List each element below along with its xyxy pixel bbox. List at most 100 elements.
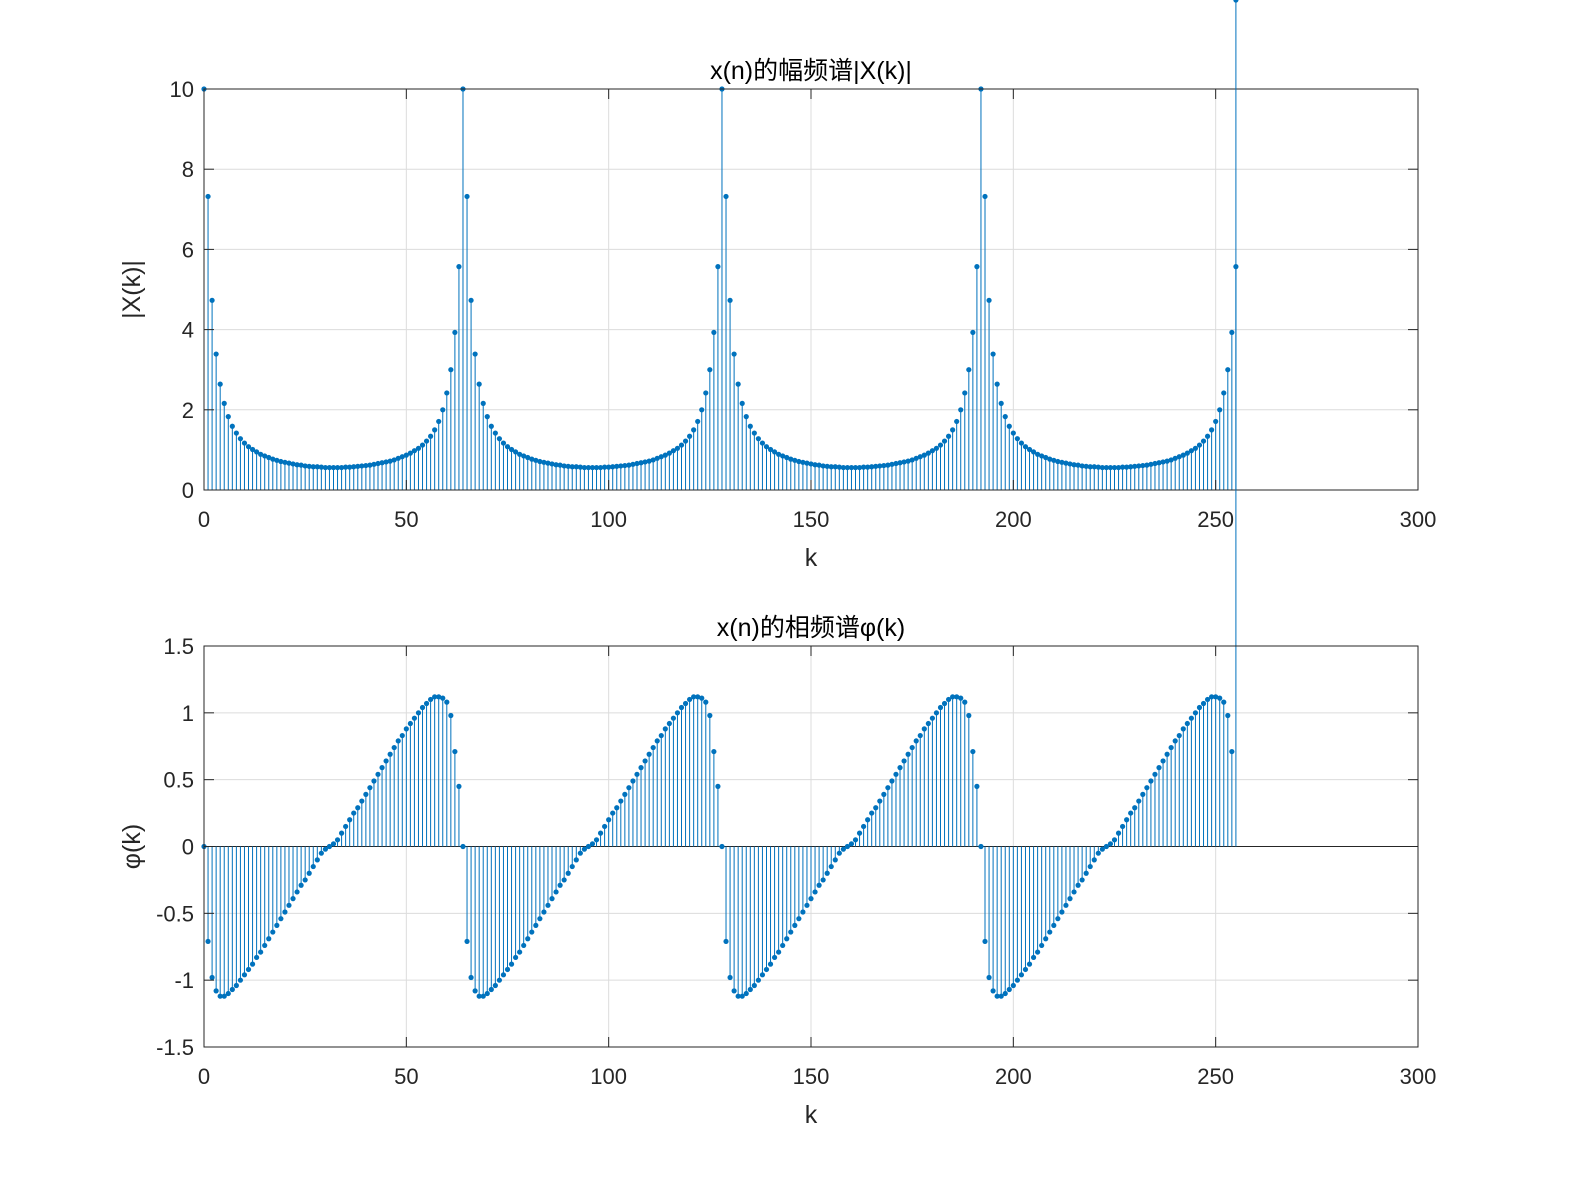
stem-marker <box>840 846 846 852</box>
stem-marker <box>905 458 911 464</box>
chart-title: x(n)的幅频谱|X(k)| <box>710 57 912 85</box>
stem-marker <box>954 694 960 700</box>
stem-marker <box>703 390 709 396</box>
stem-marker <box>1233 0 1239 3</box>
stem-marker <box>699 407 705 413</box>
stem-marker <box>278 916 284 922</box>
stem-marker <box>1091 857 1097 863</box>
stem-marker <box>1006 986 1012 993</box>
stem-marker <box>695 694 701 700</box>
stem-marker <box>614 463 620 469</box>
stem-marker <box>893 771 899 777</box>
stem-marker <box>707 367 713 373</box>
stem-marker <box>610 810 616 816</box>
stem-marker <box>1067 461 1073 467</box>
stem-marker <box>1217 407 1223 413</box>
stem-marker <box>545 460 551 466</box>
stem-marker <box>593 464 600 471</box>
stem-marker <box>213 988 219 994</box>
stem-marker <box>962 699 968 705</box>
stem-marker <box>824 463 830 469</box>
phase-spectrum-plot: 0 50 100 150 200 250 300-1.5-1-0.500.511.5 x(n… <box>118 0 1436 1129</box>
stem-marker <box>1172 455 1178 461</box>
stem-marker <box>682 438 689 444</box>
stem-marker <box>383 459 389 465</box>
stem-marker <box>419 704 426 711</box>
stem-marker <box>359 798 365 804</box>
stem-marker <box>1026 446 1033 453</box>
stem-marker <box>921 452 927 458</box>
stem-marker <box>1051 457 1057 463</box>
stem-marker <box>1115 464 1122 471</box>
stem-marker <box>314 857 320 863</box>
stem-marker <box>355 805 361 811</box>
stem-marker <box>771 449 778 455</box>
stem-marker <box>1184 450 1190 456</box>
stem-marker <box>784 936 790 942</box>
stem-marker <box>322 464 328 471</box>
stem-marker <box>1022 966 1029 973</box>
stem-marker <box>379 460 385 466</box>
stem-marker <box>646 458 652 464</box>
stem-marker <box>205 938 211 945</box>
stem-marker <box>326 843 333 850</box>
stem-marker <box>310 863 316 870</box>
stem-marker <box>322 846 328 852</box>
stem-marker <box>897 460 903 466</box>
stem-marker <box>974 783 980 789</box>
stem-marker <box>351 810 357 816</box>
stem-marker <box>933 710 940 716</box>
stem-marker <box>444 390 450 396</box>
stem-marker <box>1039 453 1045 459</box>
stem-marker <box>581 464 587 471</box>
axis-ticks: 0 50 100 150 200 250 300 -1.5 -1 -0.5 0 0.5 1 1.5 <box>156 634 1436 1089</box>
stem-marker <box>1071 889 1077 895</box>
x-tick-label: 50 <box>394 507 418 532</box>
stem-marker <box>816 882 822 888</box>
y-tick-label: 2 <box>182 398 194 423</box>
stem-marker <box>1152 460 1158 467</box>
stem-marker <box>545 902 551 908</box>
stem-marker <box>330 464 337 471</box>
stem-marker <box>1140 791 1146 797</box>
stem-marker <box>1022 444 1029 450</box>
stem-marker <box>488 986 494 993</box>
stem-marker <box>1156 460 1162 466</box>
stem-marker <box>387 751 393 757</box>
stem-marker <box>403 726 409 732</box>
stem-marker <box>840 464 846 471</box>
x-tick-label: 200 <box>995 1064 1032 1089</box>
stem-marker <box>504 966 511 973</box>
stem-marker <box>302 463 308 469</box>
stem-marker <box>573 464 579 470</box>
stem-marker <box>614 805 620 811</box>
stem-marker <box>917 732 923 739</box>
stem-marker <box>626 462 632 468</box>
stem-marker <box>1026 961 1033 967</box>
stem-marker <box>577 464 583 470</box>
stem-marker <box>747 986 753 993</box>
stem-marker <box>682 700 689 707</box>
stem-marker <box>950 694 956 700</box>
stem-marker <box>622 462 628 469</box>
stem-marker <box>330 841 337 847</box>
stem-marker <box>1119 823 1126 830</box>
stem-marker <box>225 414 231 420</box>
x-axis-label: k <box>805 544 818 572</box>
stem-marker <box>407 720 413 727</box>
stem-marker <box>755 436 761 442</box>
stem-marker <box>428 696 434 703</box>
stem-marker <box>533 922 539 928</box>
stem-marker <box>436 418 442 425</box>
stem-marker <box>448 367 454 373</box>
stem-marker <box>954 418 960 425</box>
stem-marker <box>1035 451 1041 457</box>
stem-marker <box>796 458 802 465</box>
stem-marker <box>767 446 774 453</box>
stem-marker <box>1063 902 1069 908</box>
stem-marker <box>788 929 794 935</box>
stem-marker <box>848 841 855 847</box>
stem-marker <box>1184 720 1190 727</box>
stem-marker <box>731 988 737 994</box>
stem-marker <box>925 720 931 727</box>
